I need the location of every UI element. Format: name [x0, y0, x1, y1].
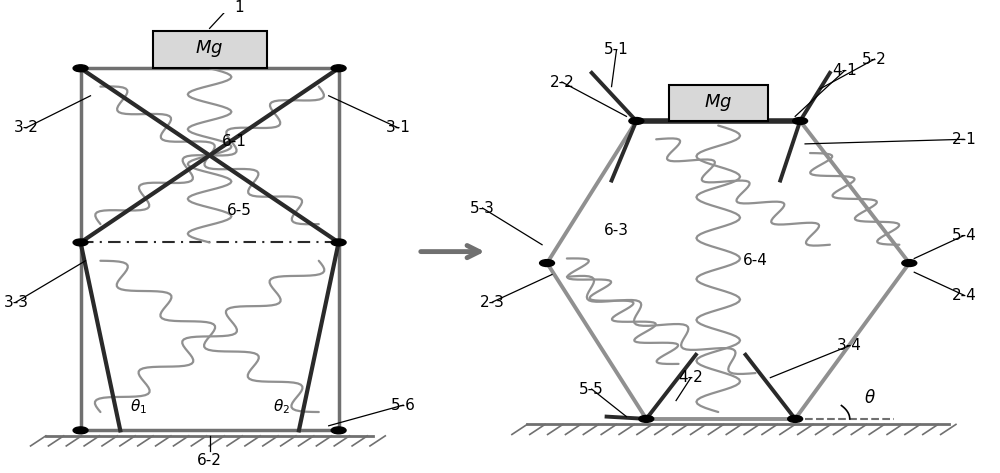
- Circle shape: [73, 427, 88, 434]
- Circle shape: [73, 239, 88, 246]
- Text: 6-4: 6-4: [743, 253, 768, 268]
- Text: 5-2: 5-2: [862, 52, 887, 67]
- FancyBboxPatch shape: [153, 31, 267, 68]
- Text: 5-1: 5-1: [604, 43, 629, 57]
- Text: 5-3: 5-3: [470, 201, 495, 216]
- Text: $\theta$: $\theta$: [864, 389, 876, 407]
- Circle shape: [331, 239, 346, 246]
- Text: 2-1: 2-1: [951, 132, 976, 147]
- Text: 3-3: 3-3: [4, 295, 29, 309]
- Text: 1: 1: [235, 0, 244, 15]
- Text: 3-1: 3-1: [386, 120, 411, 135]
- Circle shape: [639, 415, 654, 422]
- Text: 2-4: 2-4: [951, 288, 976, 303]
- Text: 4-1: 4-1: [832, 63, 857, 78]
- Circle shape: [73, 65, 88, 72]
- Text: $\theta_1$: $\theta_1$: [130, 397, 147, 416]
- Text: 4-2: 4-2: [679, 370, 703, 385]
- FancyBboxPatch shape: [669, 85, 768, 121]
- Text: 6-2: 6-2: [197, 453, 222, 468]
- Circle shape: [540, 260, 554, 266]
- Text: 2-3: 2-3: [480, 295, 505, 309]
- Circle shape: [331, 65, 346, 72]
- Circle shape: [902, 260, 917, 266]
- Circle shape: [793, 117, 808, 124]
- Circle shape: [629, 117, 644, 124]
- Text: 5-6: 5-6: [391, 398, 416, 412]
- Text: 5-4: 5-4: [951, 228, 976, 243]
- Text: 5-5: 5-5: [579, 382, 604, 396]
- Text: 6-3: 6-3: [604, 223, 629, 238]
- Text: $Mg$: $Mg$: [195, 38, 224, 59]
- Text: 6-1: 6-1: [222, 134, 247, 149]
- Circle shape: [788, 415, 803, 422]
- Circle shape: [331, 427, 346, 434]
- Text: $Mg$: $Mg$: [704, 92, 732, 113]
- Text: 2-2: 2-2: [550, 75, 574, 89]
- Text: 3-4: 3-4: [837, 338, 862, 353]
- Text: 3-2: 3-2: [14, 120, 38, 135]
- Text: $\theta_2$: $\theta_2$: [273, 397, 290, 416]
- Text: 6-5: 6-5: [227, 203, 252, 218]
